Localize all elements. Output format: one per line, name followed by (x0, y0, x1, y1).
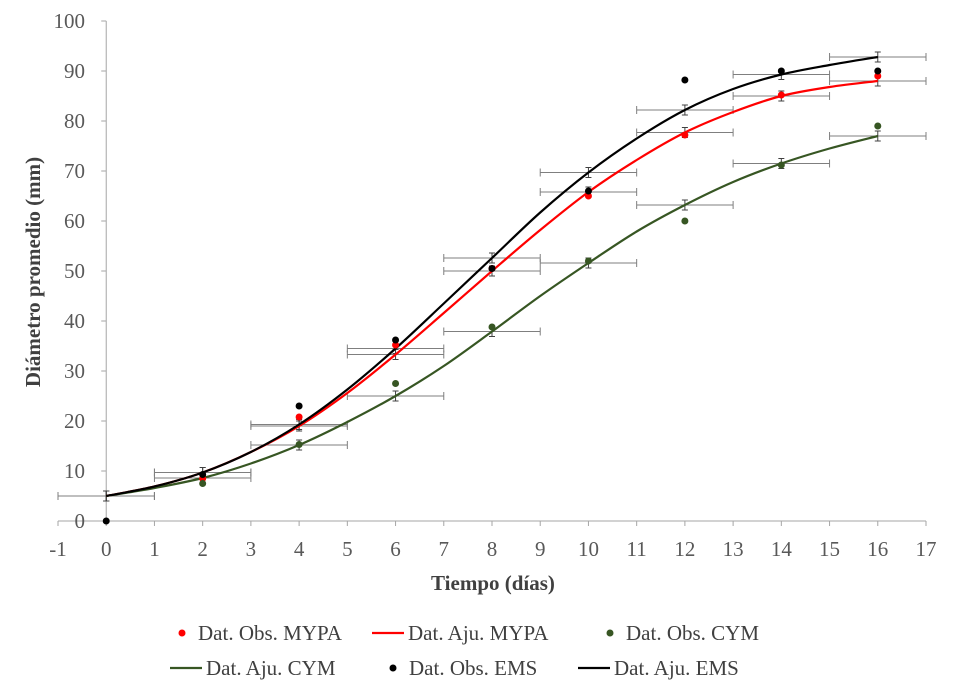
legend-item: Dat. Aju. EMS (578, 656, 739, 680)
legend-label: Dat. Aju. CYM (206, 656, 336, 680)
x-tick-label: 7 (439, 537, 450, 561)
data-point (681, 76, 689, 84)
x-tick-label: 4 (294, 537, 305, 561)
y-tick-label: 70 (64, 159, 85, 183)
x-tick-label: 15 (819, 537, 840, 561)
y-tick-label: 10 (64, 459, 85, 483)
legend-marker (389, 664, 397, 672)
legend-marker (606, 629, 614, 637)
observed-points (102, 67, 882, 525)
data-point (295, 402, 303, 410)
data-point (102, 517, 110, 525)
data-point (777, 161, 785, 169)
y-tick-label: 80 (64, 109, 85, 133)
data-point (488, 323, 496, 331)
y-tick-label: 50 (64, 259, 85, 283)
x-tick-label: 12 (674, 537, 695, 561)
x-tick-label: 2 (197, 537, 208, 561)
data-point (584, 192, 592, 200)
error-bars (57, 51, 927, 502)
data-point (295, 413, 303, 421)
legend-item: Dat. Aju. CYM (170, 656, 336, 680)
x-tick-label: 5 (342, 537, 353, 561)
data-point (681, 217, 689, 225)
data-point (392, 336, 400, 344)
legend: Dat. Obs. MYPA Dat. Aju. MYPA Dat. Obs. CY… (170, 621, 759, 680)
x-axis-title: Tiempo (días) (431, 571, 555, 595)
data-point (681, 131, 689, 139)
y-tick-label: 90 (64, 59, 85, 83)
y-tick-label: 40 (64, 309, 85, 333)
x-tick-label: 8 (487, 537, 498, 561)
x-tick-label: -1 (49, 537, 67, 561)
legend-label: Dat. Obs. CYM (626, 621, 759, 645)
y-tick-label: 0 (75, 509, 86, 533)
data-point (392, 380, 400, 387)
x-tick-label: 1 (149, 537, 160, 561)
legend-marker (178, 629, 186, 637)
y-tick-label: 30 (64, 359, 85, 383)
x-tick-label: 0 (101, 537, 112, 561)
x-tick-label: 9 (535, 537, 546, 561)
fit-line-dat-aju-mypa (106, 79, 878, 498)
legend-label: Dat. Aju. MYPA (408, 621, 549, 645)
data-point (392, 341, 400, 349)
legend-item: Dat. Obs. MYPA (178, 621, 343, 645)
data-point (874, 67, 882, 75)
fit-line-dat-aju-ems (106, 55, 878, 498)
y-axis-title: Diámetro promedio (mm) (21, 157, 45, 387)
x-tick-label: 17 (916, 537, 937, 561)
data-point (777, 91, 785, 99)
fit-line-dat-aju-cym (106, 134, 879, 498)
legend-label: Dat. Obs. MYPA (198, 621, 343, 645)
y-tick-label: 20 (64, 409, 85, 433)
x-tick-label: 11 (627, 537, 647, 561)
data-point (874, 72, 882, 80)
data-point (777, 67, 785, 75)
x-tick-label: 10 (578, 537, 599, 561)
x-tick-label: 16 (867, 537, 888, 561)
data-point (488, 265, 496, 272)
legend-item: Dat. Obs. EMS (389, 656, 537, 680)
data-point (874, 122, 882, 130)
legend-label: Dat. Obs. EMS (409, 656, 537, 680)
x-tick-label: 3 (246, 537, 257, 561)
error-bar (732, 90, 831, 102)
y-tick-label: 60 (64, 209, 85, 233)
legend-label: Dat. Aju. EMS (614, 656, 739, 680)
y-tick-label: 100 (54, 9, 86, 33)
data-point (295, 441, 303, 448)
data-point (584, 187, 592, 195)
legend-item: Dat. Obs. CYM (606, 621, 759, 645)
data-point (199, 471, 207, 478)
data-point (199, 480, 207, 487)
data-point (584, 257, 592, 265)
x-tick-label: 14 (771, 537, 793, 561)
x-tick-label: 6 (390, 537, 401, 561)
legend-item: Dat. Aju. MYPA (372, 621, 549, 645)
x-tick-label: 13 (723, 537, 744, 561)
